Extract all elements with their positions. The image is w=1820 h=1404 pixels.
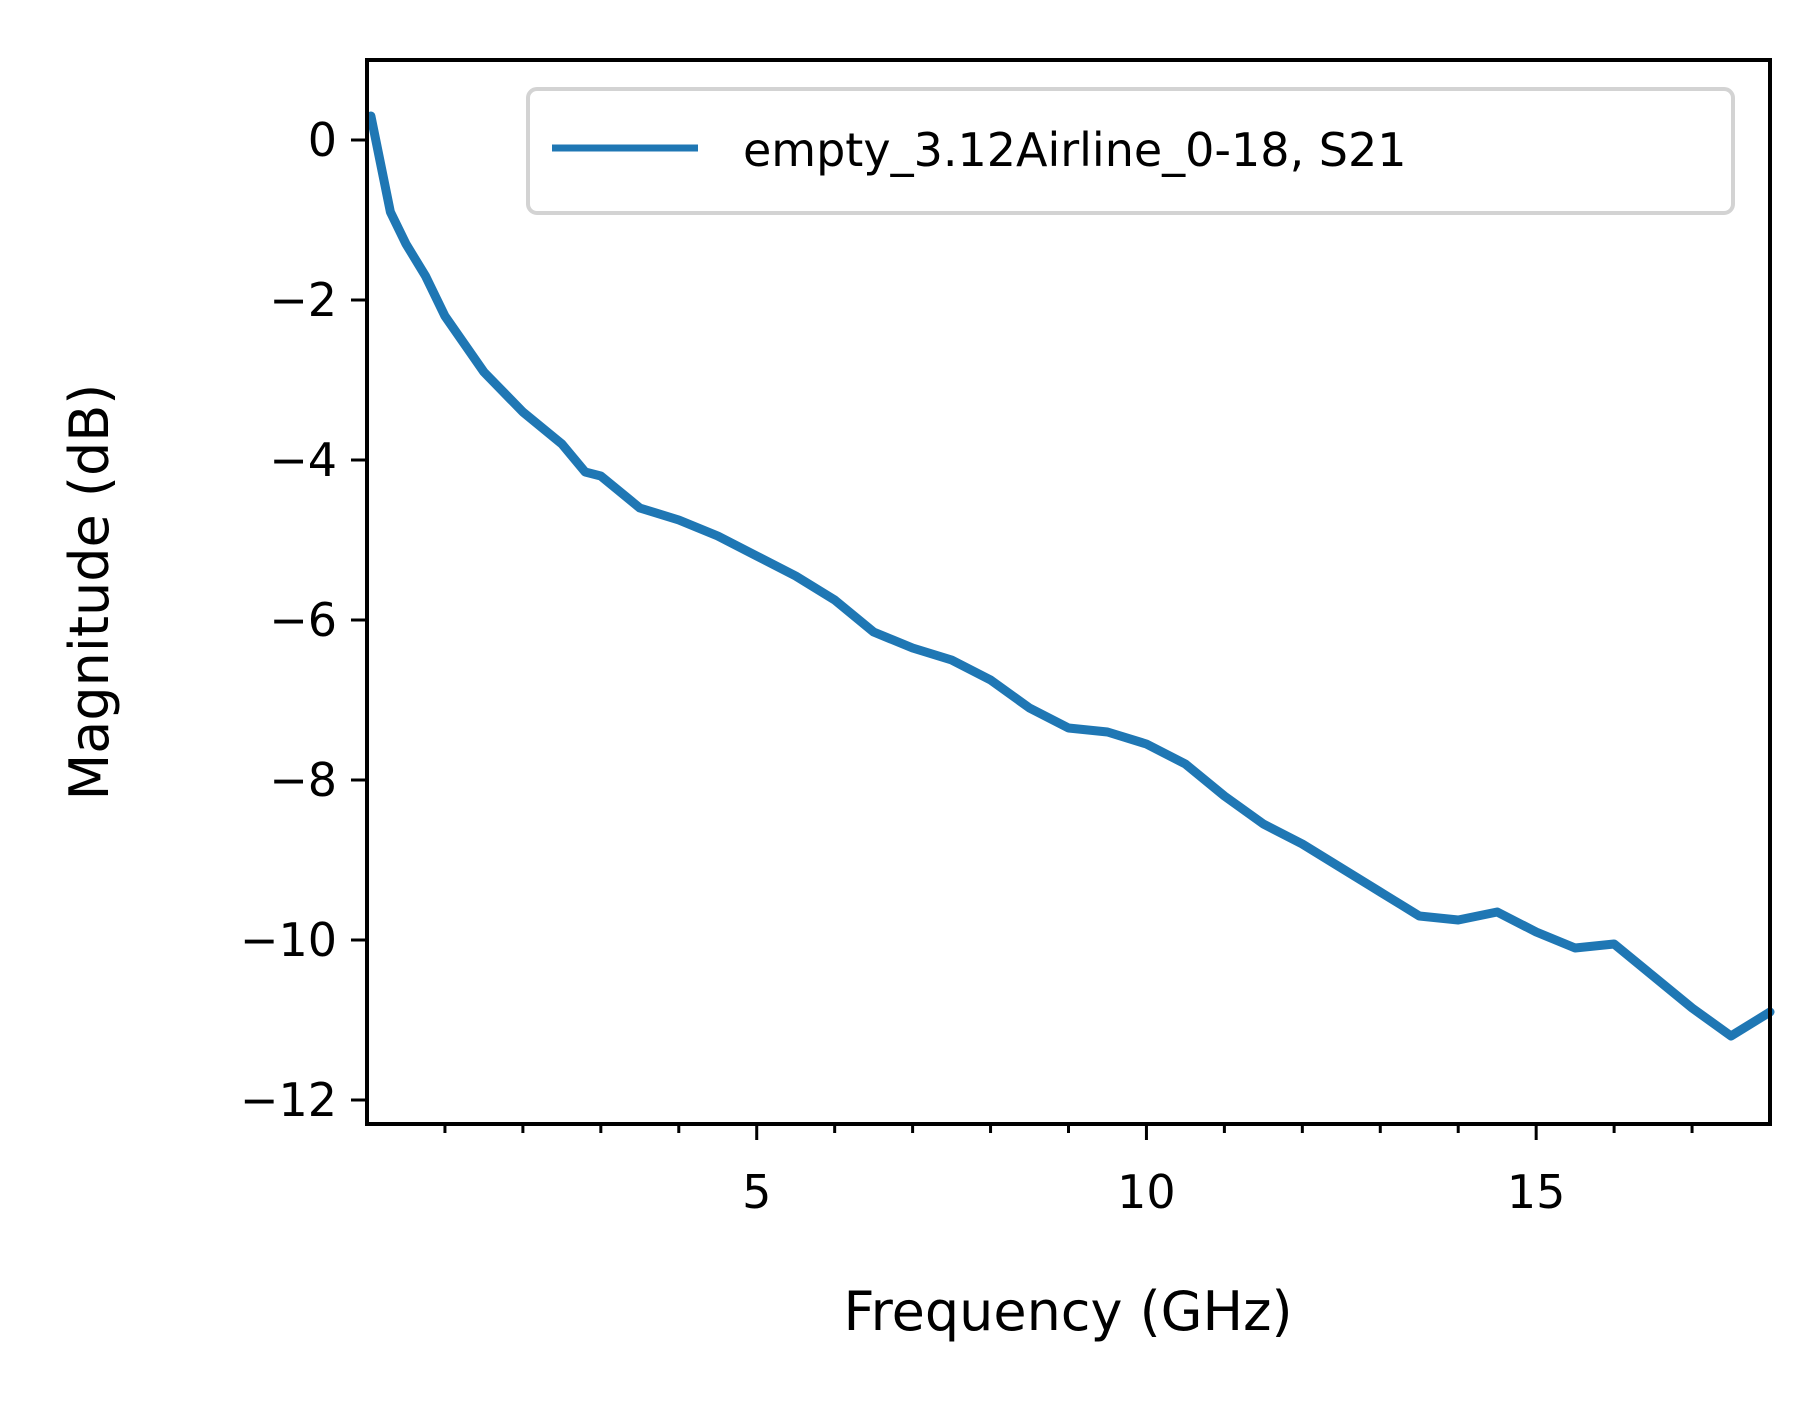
x-tick-label: 10 [1117, 1165, 1176, 1219]
x-tick-label: 15 [1507, 1165, 1566, 1219]
x-tick-label: 5 [742, 1165, 771, 1219]
series-line [366, 111, 1775, 1041]
x-axis-ticks: 5 10 15 [443, 1124, 1694, 1219]
y-tick-label: −10 [240, 913, 337, 967]
y-tick-label: −12 [240, 1073, 337, 1127]
y-axis-ticks: 0 −2 −4 −6 −8 −10 −12 [240, 113, 367, 1127]
legend: empty_3.12Airline_0-18, S21 [526, 87, 1735, 215]
legend-entry-label: empty_3.12Airline_0-18, S21 [743, 123, 1407, 177]
y-tick-label: −4 [269, 433, 337, 487]
y-axis-label: Magnitude (dB) [58, 384, 121, 801]
plot-frame [365, 58, 1772, 1126]
y-tick-label: −6 [269, 593, 337, 647]
y-tick-label: 0 [308, 113, 337, 167]
y-tick-label: −2 [269, 273, 337, 327]
plot-area [367, 60, 1770, 1124]
series-layer [366, 111, 1775, 1041]
y-tick-label: −8 [269, 753, 337, 807]
x-axis-label: Frequency (GHz) [843, 1280, 1292, 1343]
legend-box [526, 87, 1735, 215]
